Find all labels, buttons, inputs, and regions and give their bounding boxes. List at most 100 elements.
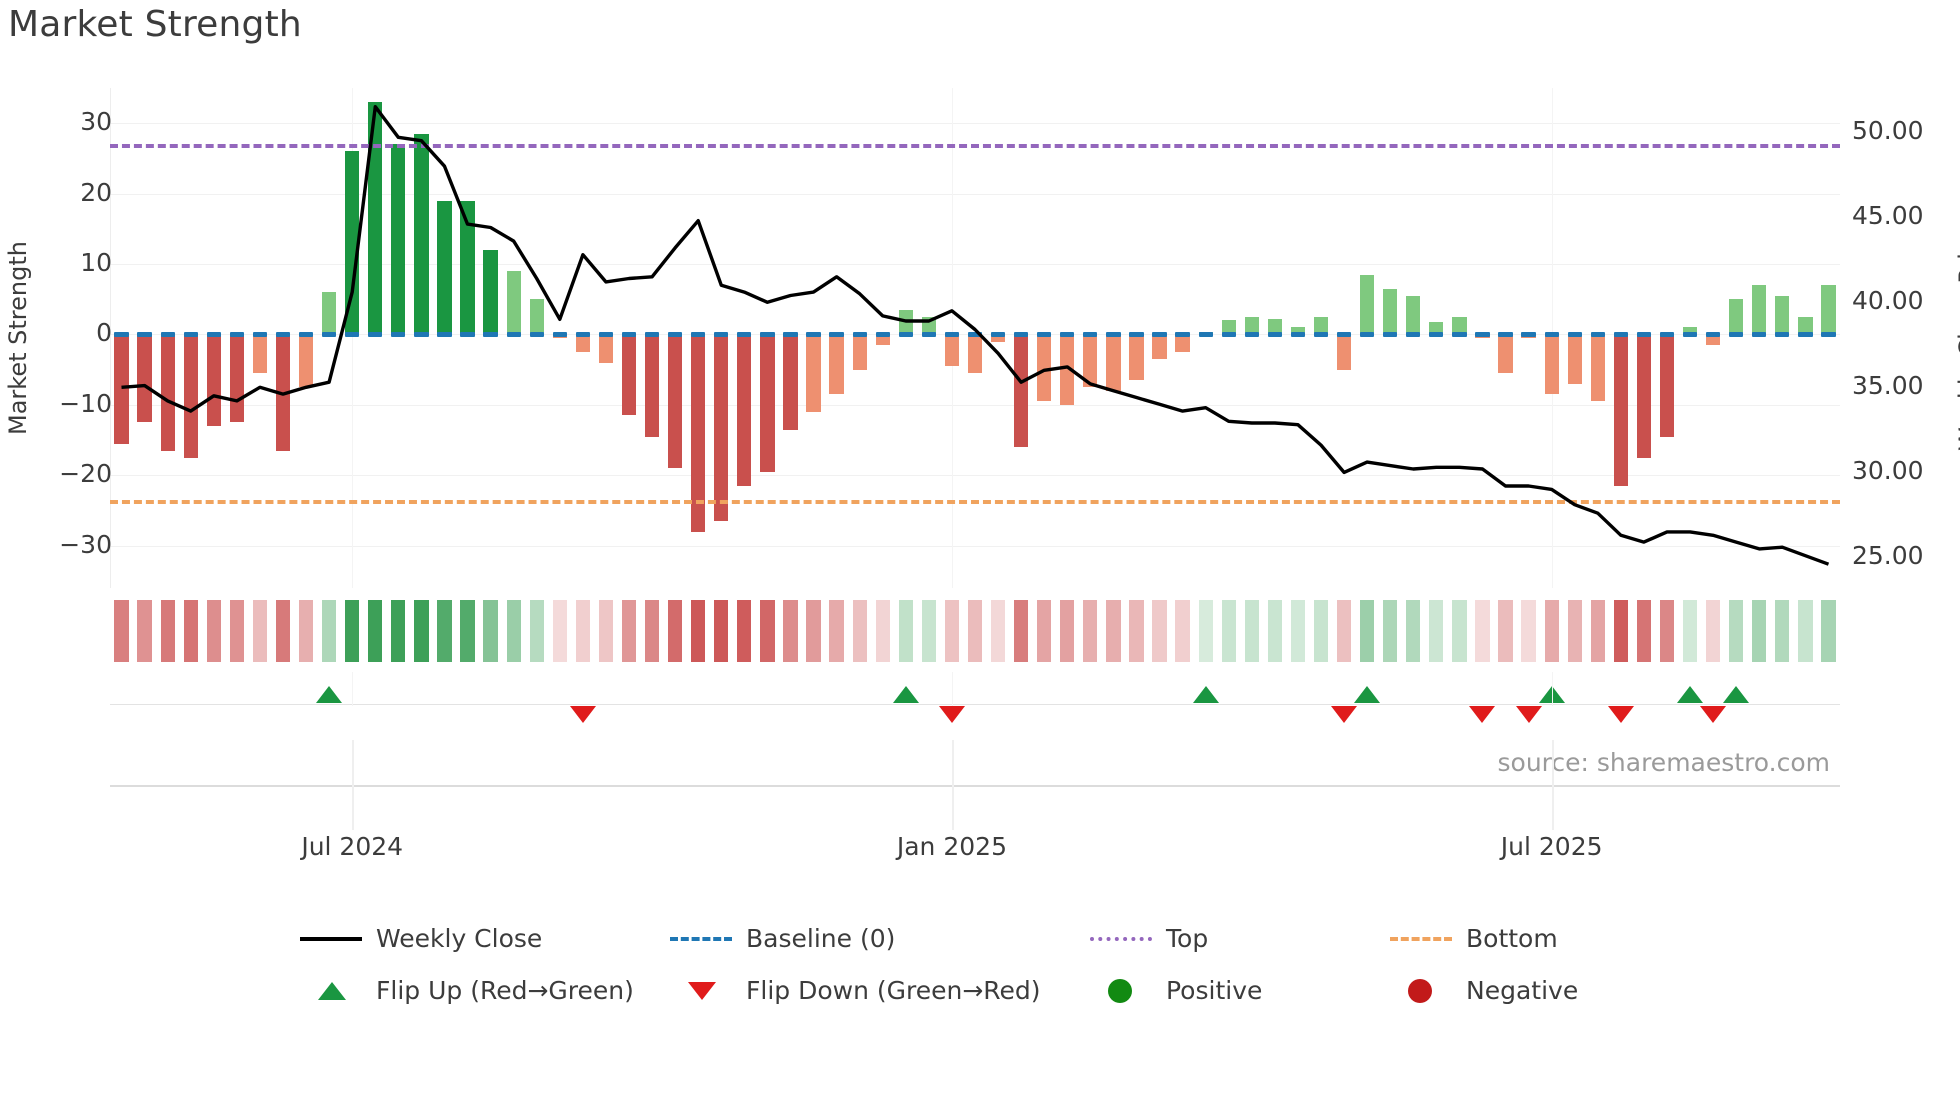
- flip-down-marker: [938, 706, 965, 723]
- strength-bar: [1659, 334, 1675, 437]
- source-attribution: source: sharemaestro.com: [1497, 748, 1831, 777]
- baseline-segment: [1129, 332, 1144, 338]
- strength-bar: [460, 200, 475, 335]
- strength-bar: [944, 334, 960, 367]
- strength-bar: [1037, 334, 1052, 402]
- main-plot-area: [110, 88, 1840, 588]
- heat-cell: [1013, 600, 1029, 662]
- strength-bar: [1544, 334, 1559, 395]
- strength-bar: [414, 133, 429, 335]
- heat-cell: [1729, 600, 1744, 662]
- strength-bar: [621, 334, 637, 416]
- gridline: [110, 475, 1840, 477]
- flip-down-marker: [1331, 706, 1358, 723]
- baseline-segment: [1037, 332, 1052, 338]
- flip-up-marker: [1354, 686, 1381, 703]
- legend-item[interactable]: Negative: [1390, 972, 1578, 1008]
- baseline-segment: [829, 332, 844, 338]
- baseline-segment: [714, 332, 729, 338]
- left-axis-spine: [110, 88, 111, 588]
- heat-cell: [1705, 600, 1721, 662]
- x-axis-tick-label: Jul 2024: [301, 832, 404, 861]
- flip-down-marker: [1469, 706, 1496, 723]
- baseline-segment: [621, 332, 637, 338]
- heat-cell: [206, 600, 221, 662]
- baseline-segment: [1083, 332, 1098, 338]
- strength-bar: [1359, 274, 1375, 335]
- baseline-segment: [875, 332, 890, 338]
- strength-bar: [1590, 334, 1605, 402]
- baseline-segment: [737, 332, 752, 338]
- gridline: [110, 404, 1840, 406]
- heat-cell: [760, 600, 775, 662]
- strength-bar: [1682, 327, 1698, 335]
- baseline-segment: [183, 332, 198, 338]
- right-axis-title-holder: Weekly Close Price: [1954, 225, 1960, 451]
- heat-cell: [1498, 600, 1513, 662]
- heat-cell: [1221, 600, 1236, 662]
- bottom-dash-icon: [1390, 928, 1452, 948]
- baseline-segment: [944, 332, 960, 338]
- baseline-segment: [368, 332, 383, 338]
- heat-cell: [529, 600, 544, 662]
- strength-heat-strip: [110, 600, 1840, 662]
- gridline: [110, 193, 1840, 195]
- bottom-reference-line: [110, 499, 1840, 504]
- heat-cell: [621, 600, 637, 662]
- heat-cell: [1452, 600, 1467, 662]
- strength-bar: [483, 249, 498, 335]
- left-axis-tick-label: 0: [96, 318, 112, 348]
- baseline-segment: [575, 332, 590, 338]
- weekly-close-line: [121, 105, 1830, 566]
- heat-cell: [1383, 600, 1398, 662]
- heat-cell: [1613, 600, 1628, 662]
- strength-bar: [1452, 316, 1467, 335]
- baseline-segment: [1313, 332, 1329, 338]
- strength-bar: [598, 334, 614, 363]
- strength-bar: [1821, 285, 1836, 335]
- baseline-segment: [229, 332, 244, 338]
- strength-bar: [1752, 285, 1767, 335]
- strength-bar: [1498, 334, 1513, 374]
- baseline-segment: [1175, 332, 1190, 338]
- baseline-segment: [506, 332, 521, 338]
- legend-item[interactable]: Positive: [1090, 972, 1262, 1008]
- baseline-segment: [1359, 332, 1375, 338]
- baseline-segment: [483, 332, 498, 338]
- baseline-segment: [529, 332, 544, 338]
- strength-bar: [1175, 334, 1190, 353]
- legend-marker-glyph: [300, 937, 362, 941]
- legend-item[interactable]: Bottom: [1390, 920, 1558, 956]
- legend-item[interactable]: Top: [1090, 920, 1208, 956]
- flip-down-marker: [1515, 706, 1542, 723]
- heat-cell: [1037, 600, 1052, 662]
- legend-item-label: Positive: [1166, 975, 1263, 1005]
- legend-item[interactable]: Baseline (0): [670, 920, 895, 956]
- baseline-segment: [921, 332, 936, 338]
- baseline-segment: [1013, 332, 1029, 338]
- heat-cell: [1406, 600, 1421, 662]
- legend-item[interactable]: Weekly Close: [300, 920, 542, 956]
- strength-bar: [1083, 334, 1098, 388]
- baseline-segment: [1752, 332, 1767, 338]
- strength-bar: [829, 334, 844, 395]
- heat-cell: [160, 600, 175, 662]
- legend-item-label: Negative: [1466, 975, 1579, 1005]
- baseline-segment: [852, 332, 867, 338]
- lower-band-vertical-rule: [352, 740, 355, 830]
- legend-item[interactable]: Flip Down (Green→Red): [670, 972, 1041, 1008]
- legend-item[interactable]: Flip Up (Red→Green): [300, 972, 634, 1008]
- heat-cell: [1060, 600, 1075, 662]
- heat-cell: [898, 600, 913, 662]
- baseline-segment: [1244, 332, 1259, 338]
- legend-marker-glyph: [1390, 937, 1452, 941]
- flip-up-marker: [316, 686, 343, 703]
- baseline-segment: [967, 332, 983, 338]
- baseline-segment: [1729, 332, 1744, 338]
- strength-bar: [1290, 327, 1306, 335]
- baseline-segment: [1060, 332, 1075, 338]
- baseline-segment: [783, 332, 798, 338]
- baseline-segment: [1498, 332, 1513, 338]
- flip-up-marker: [1723, 686, 1750, 703]
- baseline-segment: [321, 332, 337, 338]
